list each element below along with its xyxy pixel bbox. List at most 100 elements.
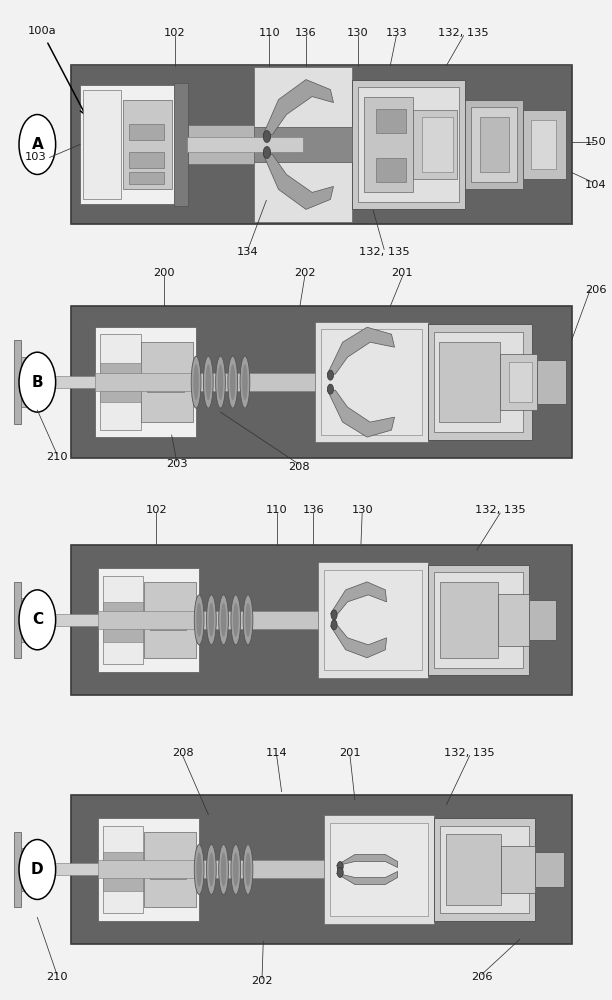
Text: 203: 203	[166, 459, 187, 469]
Bar	[129, 172, 165, 184]
Bar	[435, 572, 523, 668]
Text: 130: 130	[351, 505, 373, 515]
Text: 130: 130	[347, 28, 369, 38]
Text: 104: 104	[585, 180, 607, 190]
Ellipse shape	[203, 356, 213, 408]
Bar	[100, 387, 141, 402]
Bar	[254, 127, 352, 162]
Bar	[352, 80, 465, 209]
Circle shape	[263, 131, 271, 142]
Ellipse shape	[194, 595, 204, 645]
Bar	[123, 100, 171, 189]
Bar	[141, 342, 193, 422]
Bar	[147, 378, 184, 392]
Bar	[364, 97, 413, 192]
Bar	[21, 357, 46, 407]
Polygon shape	[327, 327, 395, 374]
Bar	[99, 611, 318, 629]
Bar	[174, 83, 187, 206]
Circle shape	[263, 146, 271, 158]
Ellipse shape	[243, 595, 253, 645]
Text: 136: 136	[295, 28, 317, 38]
Text: C: C	[32, 612, 43, 627]
Ellipse shape	[245, 853, 251, 886]
Ellipse shape	[221, 853, 226, 886]
Text: 210: 210	[46, 452, 68, 462]
Ellipse shape	[218, 364, 223, 400]
Bar	[413, 110, 457, 179]
Ellipse shape	[206, 845, 216, 894]
Bar	[321, 329, 422, 435]
Bar	[471, 107, 517, 182]
Bar	[187, 125, 254, 164]
Circle shape	[337, 861, 343, 871]
Text: 102: 102	[146, 505, 167, 515]
Bar	[441, 826, 529, 913]
Bar	[71, 306, 572, 458]
Text: 114: 114	[266, 748, 288, 758]
Bar	[21, 614, 195, 626]
Text: 210: 210	[46, 972, 68, 982]
Bar	[99, 818, 199, 921]
Text: 206: 206	[471, 972, 493, 982]
Ellipse shape	[196, 603, 202, 637]
Bar	[529, 600, 556, 640]
Ellipse shape	[196, 853, 202, 886]
Bar	[144, 582, 196, 658]
Circle shape	[19, 352, 56, 412]
Bar	[465, 100, 523, 189]
Bar	[103, 877, 143, 891]
Ellipse shape	[231, 595, 241, 645]
Bar	[150, 618, 186, 630]
Ellipse shape	[218, 845, 228, 894]
Bar	[254, 162, 352, 222]
Bar	[500, 354, 537, 410]
Bar	[376, 158, 406, 182]
Bar	[523, 110, 565, 179]
Polygon shape	[337, 871, 398, 884]
Ellipse shape	[206, 364, 211, 400]
Bar	[537, 360, 566, 404]
Bar	[376, 109, 406, 133]
Bar	[358, 87, 458, 202]
Ellipse shape	[218, 595, 228, 645]
Bar	[14, 582, 21, 658]
Bar	[129, 124, 165, 140]
Text: 201: 201	[339, 748, 361, 758]
Text: 202: 202	[252, 976, 273, 986]
Bar	[330, 823, 428, 916]
Bar	[144, 832, 196, 907]
Text: 202: 202	[294, 268, 316, 278]
Bar	[14, 832, 21, 907]
Circle shape	[327, 370, 334, 380]
Polygon shape	[330, 582, 387, 614]
Text: 206: 206	[585, 285, 606, 295]
Ellipse shape	[245, 603, 251, 637]
Text: 132, 135: 132, 135	[438, 28, 489, 38]
Bar	[14, 340, 21, 424]
Text: 102: 102	[164, 28, 185, 38]
Bar	[428, 565, 529, 675]
Bar	[441, 582, 498, 658]
Ellipse shape	[191, 356, 201, 408]
Circle shape	[331, 620, 337, 630]
Bar	[422, 117, 452, 172]
Text: A: A	[31, 137, 43, 152]
Bar	[99, 860, 324, 878]
Text: 150: 150	[585, 137, 607, 147]
Bar	[324, 570, 422, 670]
Bar	[150, 867, 186, 879]
Polygon shape	[327, 390, 395, 437]
Bar	[71, 545, 572, 695]
Bar	[99, 568, 199, 672]
Bar	[187, 137, 303, 152]
Bar	[21, 863, 195, 875]
Polygon shape	[337, 855, 398, 867]
Text: 200: 200	[154, 268, 175, 278]
Bar	[531, 120, 556, 169]
Bar	[103, 576, 143, 664]
Text: 208: 208	[172, 748, 193, 758]
Text: 103: 103	[25, 152, 47, 162]
Circle shape	[331, 610, 337, 620]
Polygon shape	[263, 80, 334, 135]
